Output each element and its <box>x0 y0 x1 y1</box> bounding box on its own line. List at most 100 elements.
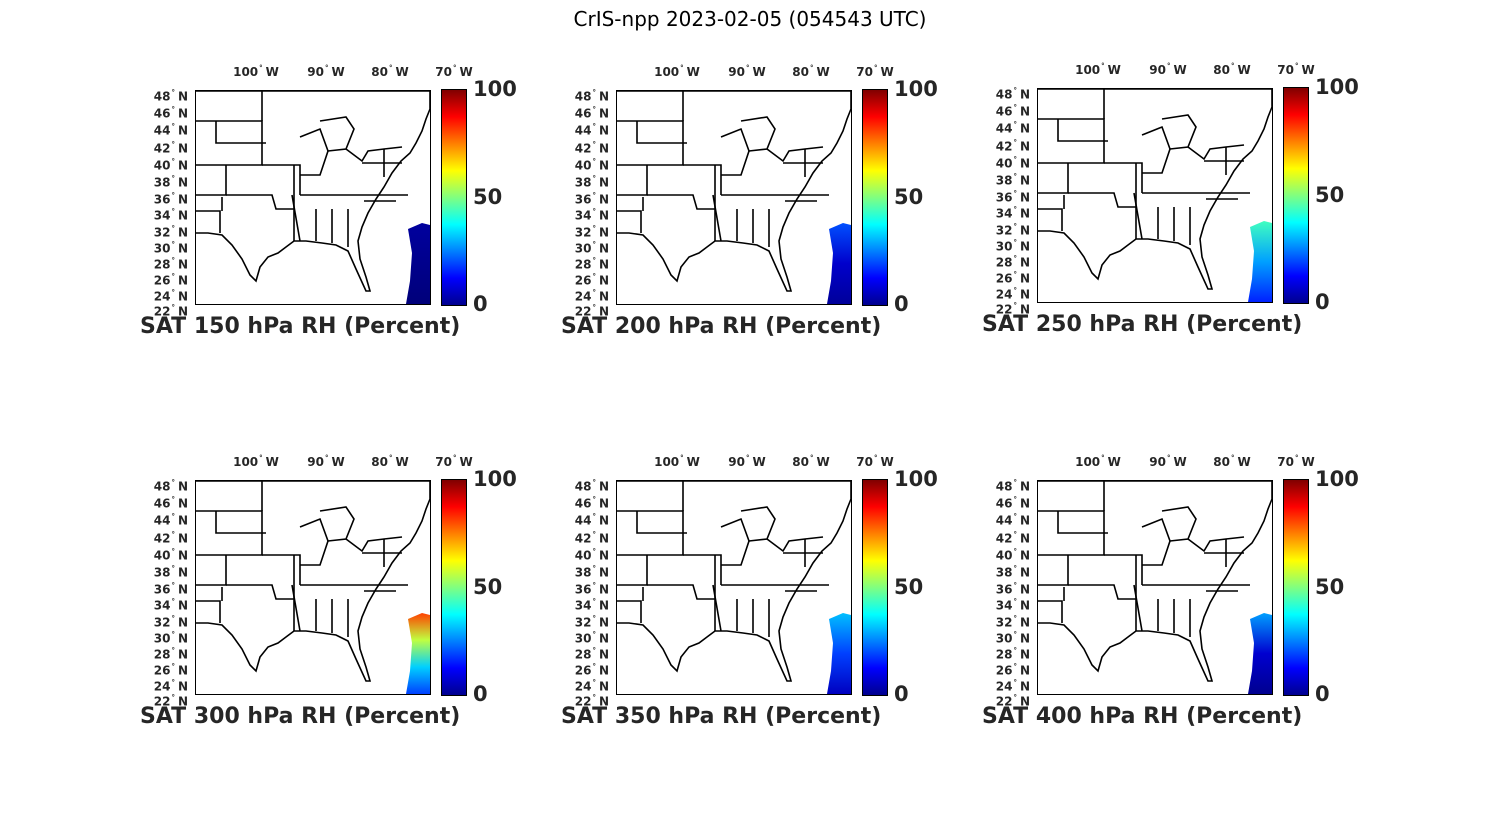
latitude-tick-label: 34° N <box>153 207 188 223</box>
longitude-tick-label: 100° W <box>233 64 279 79</box>
latitude-axis: 48° N 46° N 44° N 42° N 40° N 38° N 36° N 34° N 32° N 30° N… <box>140 476 192 709</box>
longitude-tick-label: 70° W <box>435 454 473 469</box>
latitude-tick-label: 38° N <box>995 172 1030 188</box>
colorbar-tick-label: 100 <box>473 77 517 101</box>
latitude-tick-label: 38° N <box>574 174 609 190</box>
latitude-tick-label: 32° N <box>995 222 1030 238</box>
map-panel: 100° W 90° W 80° W 70° W 48° N 46° N 44° N 42° N 40° N 38°… <box>561 64 938 364</box>
latitude-tick-label: 40° N <box>995 547 1030 563</box>
state-boundary <box>617 600 642 623</box>
longitude-axis: 100° W 90° W 80° W 70° W <box>208 454 473 470</box>
state-boundary <box>345 146 403 163</box>
state-boundary <box>1104 162 1143 193</box>
state-boundary <box>215 511 266 534</box>
latitude-tick-label: 42° N <box>995 530 1030 546</box>
map-panel: 100° W 90° W 80° W 70° W 48° N 46° N 44° N 42° N 40° N 38°… <box>982 454 1359 754</box>
longitude-axis: 100° W 90° W 80° W 70° W <box>1050 62 1315 78</box>
state-boundary <box>226 584 294 600</box>
latitude-tick-label: 36° N <box>574 191 609 207</box>
latitude-tick-label: 32° N <box>574 614 609 630</box>
map-plot-area <box>195 480 431 695</box>
state-boundary <box>299 127 329 176</box>
state-boundary <box>1104 554 1143 585</box>
latitude-tick-label: 24° N <box>995 678 1030 694</box>
longitude-tick-label: 80° W <box>792 64 830 79</box>
state-boundary <box>196 165 227 196</box>
state-boundary <box>1038 208 1063 231</box>
latitude-tick-label: 44° N <box>153 512 188 528</box>
longitude-tick-label: 90° W <box>307 64 345 79</box>
state-boundary <box>262 554 301 585</box>
satellite-swath <box>1248 221 1272 302</box>
colorbar <box>1283 479 1309 696</box>
latitude-tick-label: 26° N <box>153 272 188 288</box>
longitude-tick-label: 80° W <box>1213 454 1251 469</box>
state-boundary <box>720 127 750 176</box>
state-boundary <box>740 506 776 542</box>
map-canvas <box>617 91 851 304</box>
longitude-axis: 100° W 90° W 80° W 70° W <box>1050 454 1315 470</box>
latitude-tick-label: 34° N <box>995 597 1030 613</box>
latitude-tick-label: 24° N <box>153 678 188 694</box>
state-boundary <box>617 91 851 292</box>
latitude-tick-label: 22° N <box>574 693 609 709</box>
state-boundary <box>1057 119 1108 142</box>
map-plot-area <box>1037 88 1273 303</box>
satellite-swath <box>1248 613 1272 694</box>
latitude-tick-label: 36° N <box>153 581 188 597</box>
state-boundary <box>196 91 430 292</box>
colorbar-tick-label: 50 <box>473 574 503 599</box>
colorbar-tick-label: 100 <box>894 467 938 491</box>
latitude-tick-label: 30° N <box>153 240 188 256</box>
state-boundary <box>1133 192 1143 240</box>
colorbar-tick-label: 100 <box>894 77 938 101</box>
state-boundary <box>345 536 403 553</box>
latitude-tick-label: 32° N <box>153 614 188 630</box>
map-panel: 100° W 90° W 80° W 70° W 48° N 46° N 44° N 42° N 40° N 38°… <box>561 454 938 754</box>
longitude-tick-label: 100° W <box>233 454 279 469</box>
latitude-tick-label: 24° N <box>153 288 188 304</box>
panel-title: SAT 350 hPa RH (Percent) <box>561 704 882 729</box>
latitude-tick-label: 28° N <box>995 646 1030 662</box>
colorbar <box>441 89 467 306</box>
panel-title: SAT 400 hPa RH (Percent) <box>982 704 1303 729</box>
figure-title: CrIS-npp 2023-02-05 (054543 UTC) <box>573 7 927 31</box>
panel-title: SAT 250 hPa RH (Percent) <box>982 312 1303 337</box>
latitude-tick-label: 38° N <box>574 564 609 580</box>
map-plot-area <box>1037 480 1273 695</box>
colorbar-tick-label: 100 <box>1315 467 1359 491</box>
state-boundary <box>226 194 294 210</box>
latitude-tick-label: 28° N <box>153 646 188 662</box>
longitude-tick-label: 70° W <box>435 64 473 79</box>
state-boundary <box>1038 600 1063 623</box>
state-boundary <box>291 194 301 242</box>
latitude-tick-label: 40° N <box>995 155 1030 171</box>
latitude-tick-label: 28° N <box>574 256 609 272</box>
colorbar-tick-label: 50 <box>473 184 503 209</box>
latitude-axis: 48° N 46° N 44° N 42° N 40° N 38° N 36° N 34° N 32° N 30° N… <box>982 476 1034 709</box>
state-boundary <box>1187 536 1245 553</box>
latitude-tick-label: 44° N <box>995 120 1030 136</box>
latitude-tick-label: 28° N <box>574 646 609 662</box>
latitude-tick-label: 42° N <box>153 140 188 156</box>
latitude-tick-label: 26° N <box>574 272 609 288</box>
latitude-tick-label: 46° N <box>995 495 1030 511</box>
latitude-tick-label: 34° N <box>574 207 609 223</box>
latitude-tick-label: 22° N <box>153 303 188 319</box>
map-plot-area <box>616 480 852 695</box>
colorbar-tick-label: 0 <box>473 292 488 316</box>
latitude-tick-label: 40° N <box>153 547 188 563</box>
panel-title: SAT 150 hPa RH (Percent) <box>140 314 461 339</box>
longitude-tick-label: 70° W <box>1277 454 1315 469</box>
latitude-tick-label: 24° N <box>574 678 609 694</box>
state-boundary <box>1133 584 1143 632</box>
state-boundary <box>299 517 329 566</box>
latitude-tick-label: 44° N <box>153 122 188 138</box>
state-boundary <box>683 554 722 585</box>
latitude-tick-label: 46° N <box>153 105 188 121</box>
latitude-tick-label: 28° N <box>153 256 188 272</box>
latitude-tick-label: 34° N <box>574 597 609 613</box>
panel-title: SAT 200 hPa RH (Percent) <box>561 314 882 339</box>
colorbar-tick-label: 100 <box>1315 75 1359 99</box>
latitude-tick-label: 38° N <box>153 174 188 190</box>
